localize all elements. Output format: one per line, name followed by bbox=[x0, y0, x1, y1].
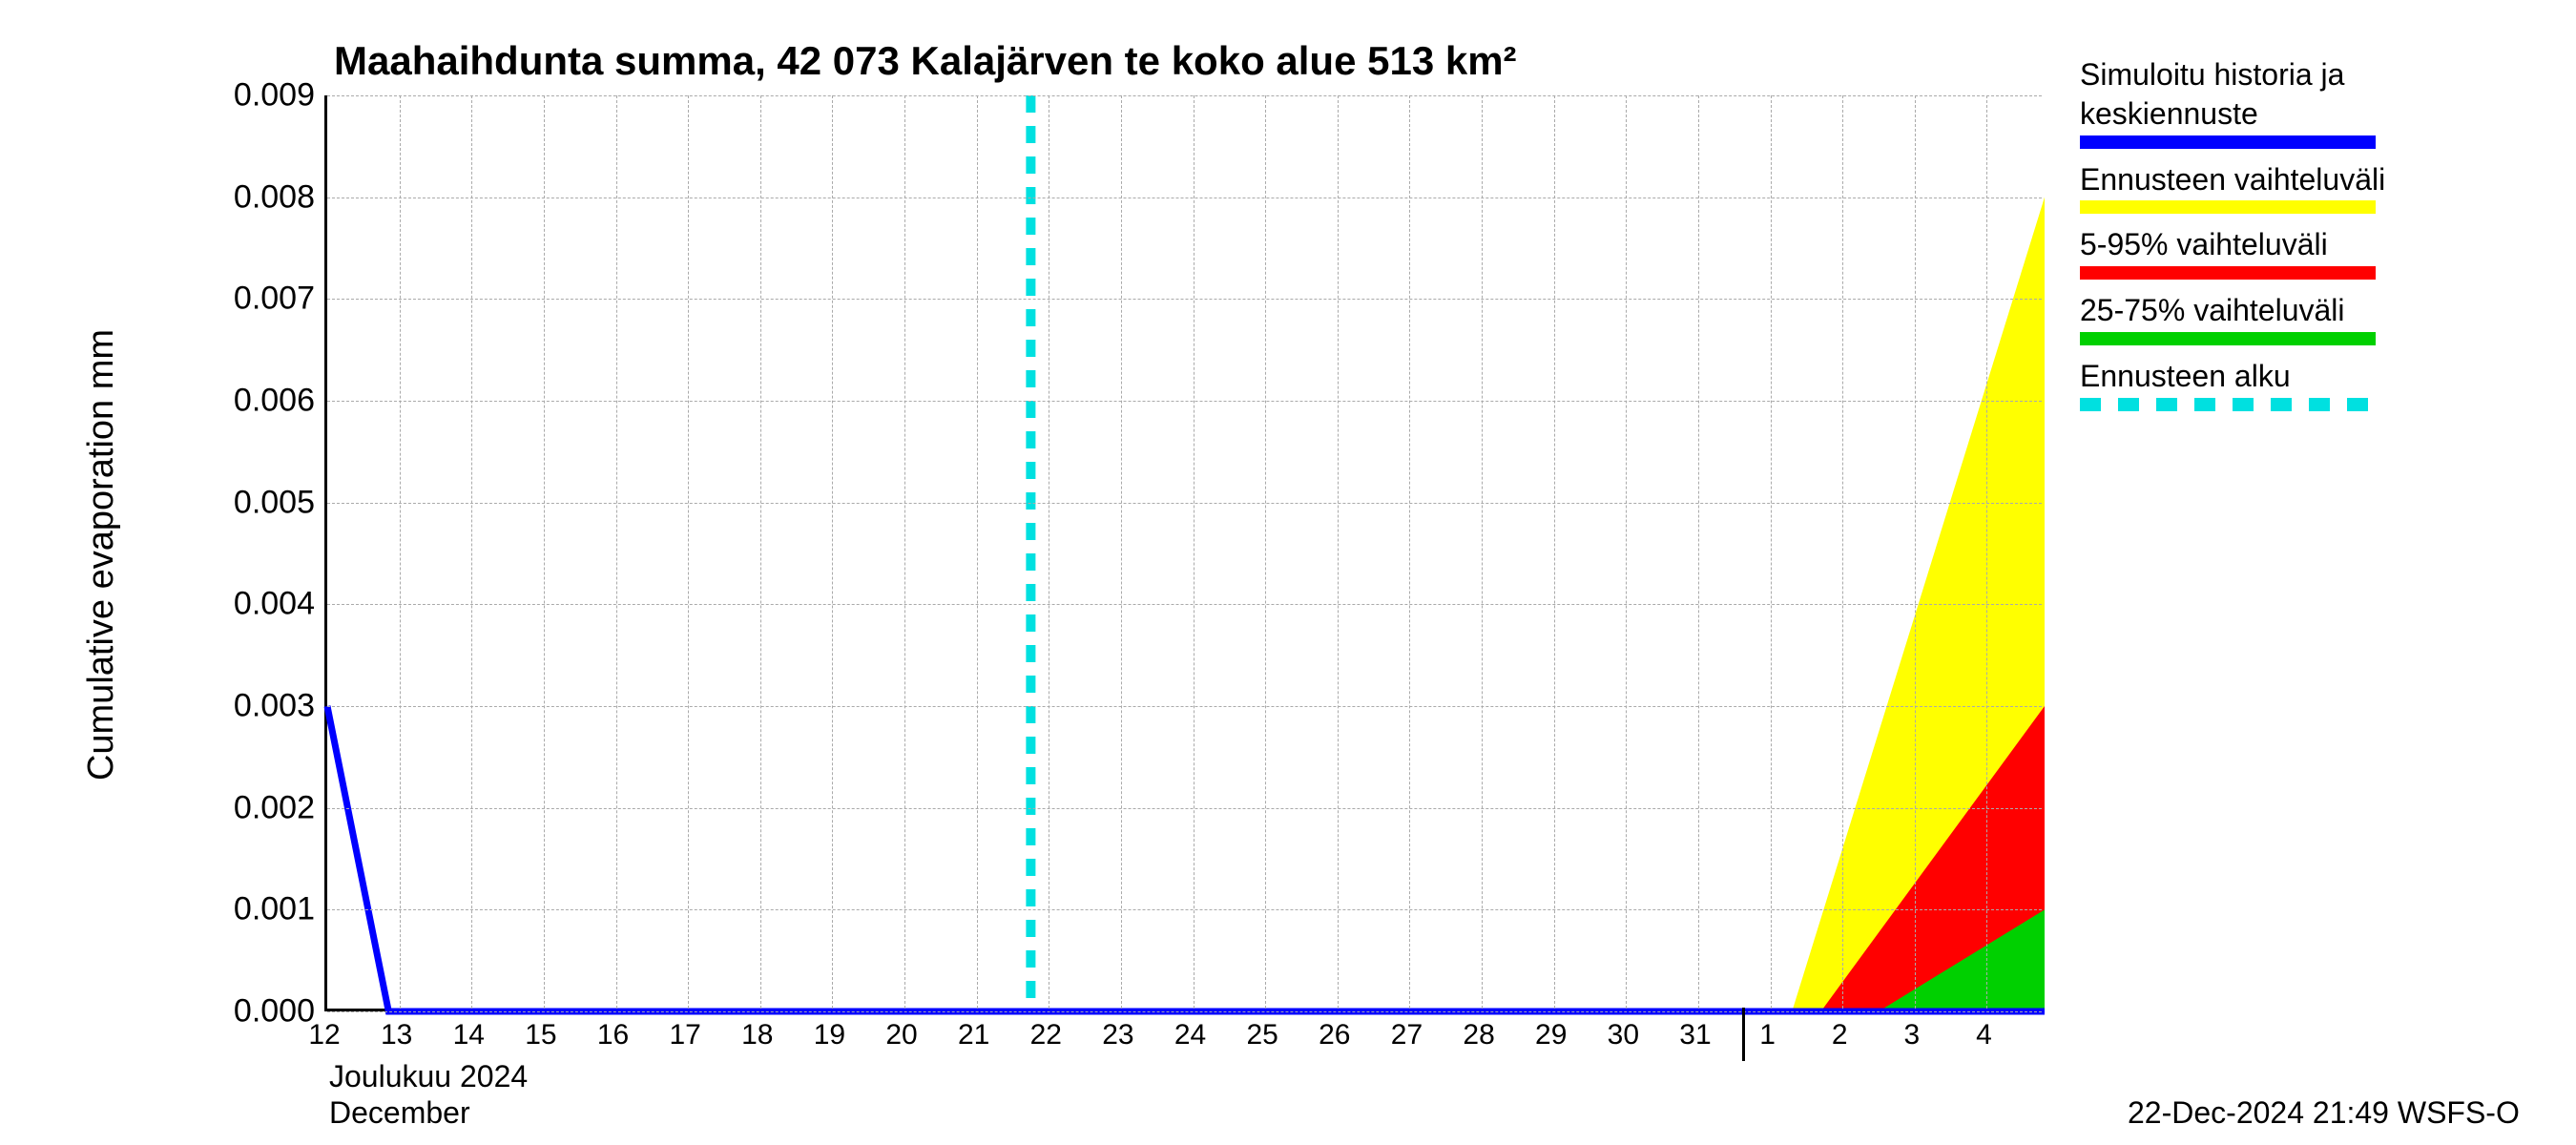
x-tick-label: 21 bbox=[958, 1019, 989, 1051]
y-tick-label: 0.000 bbox=[210, 993, 315, 1030]
legend-label: Ennusteen vaihteluväli bbox=[2080, 162, 2404, 198]
chart-container: Maahaihdunta summa, 42 073 Kalajärven te… bbox=[0, 0, 2576, 1145]
x-tick-label: 18 bbox=[741, 1019, 773, 1051]
y-tick-label: 0.008 bbox=[210, 178, 315, 216]
y-tick-label: 0.005 bbox=[210, 484, 315, 521]
legend-label: Simuloitu historia ja bbox=[2080, 57, 2404, 93]
y-tick-label: 0.007 bbox=[210, 281, 315, 318]
y-tick-label: 0.001 bbox=[210, 891, 315, 928]
gridline-v bbox=[904, 95, 905, 1009]
plot-area bbox=[324, 95, 2042, 1011]
x-tick-label: 26 bbox=[1319, 1019, 1350, 1051]
x-axis-month-en: December bbox=[329, 1095, 470, 1131]
gridline-v bbox=[1986, 95, 1987, 1009]
gridline-h bbox=[327, 808, 2042, 809]
x-tick-label: 25 bbox=[1247, 1019, 1278, 1051]
gridline-h bbox=[327, 706, 2042, 707]
gridline-h bbox=[327, 604, 2042, 605]
x-tick-label: 29 bbox=[1535, 1019, 1567, 1051]
x-tick-label: 27 bbox=[1391, 1019, 1423, 1051]
legend-item: 5-95% vaihteluväli bbox=[2080, 227, 2404, 280]
x-tick-label: 23 bbox=[1102, 1019, 1133, 1051]
x-tick-label: 1 bbox=[1759, 1019, 1776, 1051]
history-line bbox=[327, 706, 2045, 1011]
legend-swatch bbox=[2080, 332, 2376, 345]
x-axis-month-fi: Joulukuu 2024 bbox=[329, 1059, 528, 1094]
x-tick-label: 3 bbox=[1904, 1019, 1921, 1051]
y-tick-label: 0.002 bbox=[210, 789, 315, 826]
legend-label: 25-75% vaihteluväli bbox=[2080, 293, 2404, 328]
x-tick-label: 17 bbox=[669, 1019, 700, 1051]
legend-item: Ennusteen vaihteluväli bbox=[2080, 162, 2404, 215]
gridline-v bbox=[977, 95, 978, 1009]
gridline-v bbox=[1698, 95, 1699, 1009]
legend-swatch bbox=[2080, 200, 2376, 214]
x-tick-label: 28 bbox=[1463, 1019, 1494, 1051]
x-tick-label: 30 bbox=[1608, 1019, 1639, 1051]
legend-item: Ennusteen alku bbox=[2080, 359, 2404, 411]
chart-title: Maahaihdunta summa, 42 073 Kalajärven te… bbox=[334, 38, 1517, 84]
gridline-v bbox=[1121, 95, 1122, 1009]
gridline-v bbox=[1194, 95, 1195, 1009]
legend-label: 5-95% vaihteluväli bbox=[2080, 227, 2404, 262]
gridline-v bbox=[1482, 95, 1483, 1009]
x-tick-label: 31 bbox=[1679, 1019, 1711, 1051]
gridline-v bbox=[1265, 95, 1266, 1009]
gridline-v bbox=[400, 95, 401, 1009]
gridline-h bbox=[327, 909, 2042, 910]
x-tick-label: 4 bbox=[1976, 1019, 1992, 1051]
legend-swatch bbox=[2080, 135, 2376, 149]
gridline-v bbox=[1338, 95, 1339, 1009]
gridline-v bbox=[1842, 95, 1843, 1009]
gridline-v bbox=[688, 95, 689, 1009]
gridline-v bbox=[471, 95, 472, 1009]
y-tick-label: 0.009 bbox=[210, 77, 315, 114]
gridline-h bbox=[327, 95, 2042, 96]
gridline-v bbox=[760, 95, 761, 1009]
gridline-h bbox=[327, 1011, 2042, 1012]
month-divider bbox=[1742, 1008, 1745, 1061]
y-axis-label: Cumulative evaporation mm bbox=[81, 329, 122, 781]
x-tick-label: 22 bbox=[1030, 1019, 1062, 1051]
gridline-v bbox=[1626, 95, 1627, 1009]
x-tick-label: 20 bbox=[885, 1019, 917, 1051]
gridline-h bbox=[327, 503, 2042, 504]
gridline-v bbox=[544, 95, 545, 1009]
x-tick-label: 13 bbox=[381, 1019, 412, 1051]
y-tick-label: 0.006 bbox=[210, 383, 315, 420]
x-tick-label: 2 bbox=[1832, 1019, 1848, 1051]
legend-item: Simuloitu historia jakeskiennuste bbox=[2080, 57, 2404, 149]
gridline-v bbox=[1554, 95, 1555, 1009]
legend-swatch bbox=[2080, 266, 2376, 280]
x-tick-label: 12 bbox=[308, 1019, 340, 1051]
plot-svg bbox=[327, 95, 2045, 1011]
legend-item: 25-75% vaihteluväli bbox=[2080, 293, 2404, 345]
x-tick-label: 24 bbox=[1174, 1019, 1206, 1051]
gridline-v bbox=[1771, 95, 1772, 1009]
footer-timestamp: 22-Dec-2024 21:49 WSFS-O bbox=[2128, 1095, 2520, 1131]
x-tick-label: 19 bbox=[814, 1019, 845, 1051]
x-tick-label: 15 bbox=[525, 1019, 556, 1051]
legend-swatch bbox=[2080, 398, 2376, 411]
x-tick-label: 16 bbox=[597, 1019, 629, 1051]
gridline-h bbox=[327, 299, 2042, 300]
gridline-v bbox=[616, 95, 617, 1009]
legend-label: keskiennuste bbox=[2080, 96, 2404, 132]
gridline-v bbox=[1915, 95, 1916, 1009]
y-tick-label: 0.003 bbox=[210, 688, 315, 725]
legend-label: Ennusteen alku bbox=[2080, 359, 2404, 394]
gridline-h bbox=[327, 401, 2042, 402]
x-tick-label: 14 bbox=[453, 1019, 485, 1051]
y-tick-label: 0.004 bbox=[210, 586, 315, 623]
legend: Simuloitu historia jakeskiennuste Ennuste… bbox=[2080, 57, 2404, 425]
gridline-v bbox=[1409, 95, 1410, 1009]
gridline-v bbox=[832, 95, 833, 1009]
